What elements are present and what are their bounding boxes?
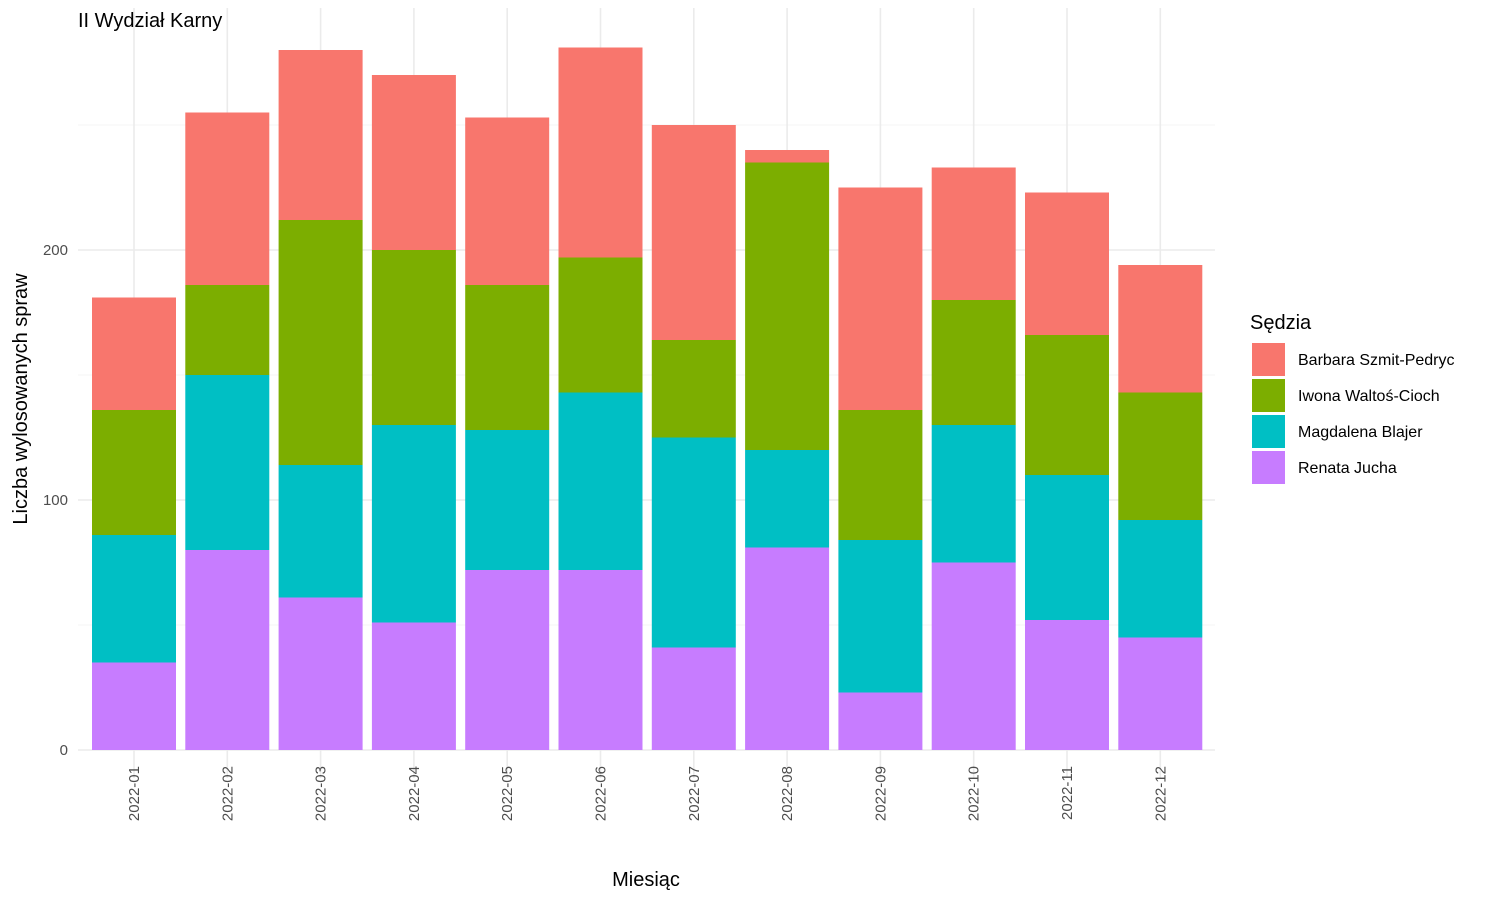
bar-segment-2022-06-3 xyxy=(558,392,643,570)
bar-segment-2022-05-3 xyxy=(465,430,550,570)
bar-segment-2022-06-4 xyxy=(558,570,643,750)
legend-items: Barbara Szmit-Pedryc Iwona Waltoś-Cioch Ma… xyxy=(1252,343,1455,484)
bar-segment-2022-04-1 xyxy=(371,75,456,250)
x-tick-label: 2022-06 xyxy=(593,766,610,821)
bar-segment-2022-11-1 xyxy=(1025,192,1109,335)
legend-title: Sędzia xyxy=(1250,312,1312,334)
x-tick-label: 2022-11 xyxy=(1059,766,1076,820)
bar-segment-2022-09-2 xyxy=(838,410,923,540)
legend-label: Iwona Waltoś-Cioch xyxy=(1298,388,1440,405)
x-tick-label: 2022-07 xyxy=(686,766,703,821)
x-tick-label: 2022-01 xyxy=(126,766,143,821)
bar-segment-2022-11-4 xyxy=(1025,620,1109,750)
bar-segment-2022-05-1 xyxy=(465,117,550,285)
bar-segment-2022-09-1 xyxy=(838,187,923,410)
x-tick-label: 2022-10 xyxy=(966,766,983,821)
legend-key xyxy=(1252,343,1285,376)
bar-segment-2022-09-3 xyxy=(838,540,923,693)
x-tick-label: 2022-05 xyxy=(499,766,516,821)
y-tick-label: 200 xyxy=(43,242,68,259)
bar-segment-2022-03-2 xyxy=(278,220,363,465)
bar-segment-2022-12-2 xyxy=(1118,392,1203,520)
x-axis-ticks: 2022-01 2022-02 2022-03 2022-04 2022-05 2022-… xyxy=(126,766,1169,821)
bar-segment-2022-12-3 xyxy=(1118,520,1203,638)
bar-segment-2022-12-1 xyxy=(1118,265,1203,393)
bar-segment-2022-08-3 xyxy=(745,450,830,548)
bar-segment-2022-06-1 xyxy=(558,47,643,258)
bar-segment-2022-07-4 xyxy=(651,647,736,750)
legend-label: Barbara Szmit-Pedryc xyxy=(1298,352,1455,369)
bar-segment-2022-08-4 xyxy=(745,547,830,750)
bar-segment-2022-02-4 xyxy=(185,550,270,750)
bar-segment-2022-05-2 xyxy=(465,285,550,430)
bar-segment-2022-04-3 xyxy=(371,425,456,623)
legend-key xyxy=(1252,451,1285,484)
y-axis-title: Liczba wylosowanych spraw xyxy=(10,273,32,525)
legend-key xyxy=(1252,379,1285,412)
x-tick-label: 2022-12 xyxy=(1152,766,1169,821)
y-axis-ticks: 0 100 200 xyxy=(43,242,68,759)
bar-segment-2022-03-1 xyxy=(278,50,363,220)
legend-key xyxy=(1252,415,1285,448)
x-tick-label: 2022-09 xyxy=(872,766,889,821)
bar-segment-2022-09-4 xyxy=(838,692,923,750)
bar-segment-2022-11-3 xyxy=(1025,475,1109,620)
bar-segment-2022-01-1 xyxy=(92,297,176,410)
bar-segment-2022-10-2 xyxy=(931,300,1016,425)
legend-label: Magdalena Blajer xyxy=(1298,424,1423,441)
y-tick-label: 100 xyxy=(43,492,68,509)
bar-segment-2022-05-4 xyxy=(465,570,550,750)
y-tick-label: 0 xyxy=(60,742,68,759)
bar-segment-2022-12-4 xyxy=(1118,637,1203,750)
x-tick-label: 2022-08 xyxy=(779,766,796,821)
bar-segment-2022-10-1 xyxy=(931,167,1016,300)
x-tick-label: 2022-03 xyxy=(313,766,330,821)
bar-segment-2022-04-2 xyxy=(371,250,456,425)
bar-segment-2022-07-3 xyxy=(651,437,736,648)
x-tick-label: 2022-04 xyxy=(406,766,423,821)
bar-segment-2022-01-2 xyxy=(92,410,176,535)
bar-segment-2022-03-4 xyxy=(278,597,363,750)
bar-segment-2022-10-3 xyxy=(931,425,1016,563)
bars xyxy=(92,47,1203,750)
legend-label: Renata Jucha xyxy=(1298,460,1397,477)
bar-segment-2022-02-3 xyxy=(185,375,270,550)
bar-segment-2022-08-1 xyxy=(745,150,830,163)
chart-title: II Wydział Karny xyxy=(78,10,222,32)
bar-segment-2022-08-2 xyxy=(745,162,830,450)
bar-segment-2022-10-4 xyxy=(931,562,1016,750)
bar-segment-2022-01-3 xyxy=(92,535,176,663)
bar-segment-2022-03-3 xyxy=(278,465,363,598)
x-axis-title: Miesiąc xyxy=(612,869,680,891)
bar-segment-2022-02-1 xyxy=(185,112,270,285)
x-tick-label: 2022-02 xyxy=(219,766,236,821)
bar-segment-2022-06-2 xyxy=(558,257,643,393)
bar-segment-2022-01-4 xyxy=(92,662,176,750)
bar-segment-2022-02-2 xyxy=(185,285,270,375)
bar-segment-2022-07-2 xyxy=(651,340,736,438)
legend: Sędzia Barbara Szmit-Pedryc Iwona Waltoś-… xyxy=(1250,312,1455,484)
bar-segment-2022-07-1 xyxy=(651,125,736,340)
bar-segment-2022-04-4 xyxy=(371,622,456,750)
bar-segment-2022-11-2 xyxy=(1025,335,1109,475)
